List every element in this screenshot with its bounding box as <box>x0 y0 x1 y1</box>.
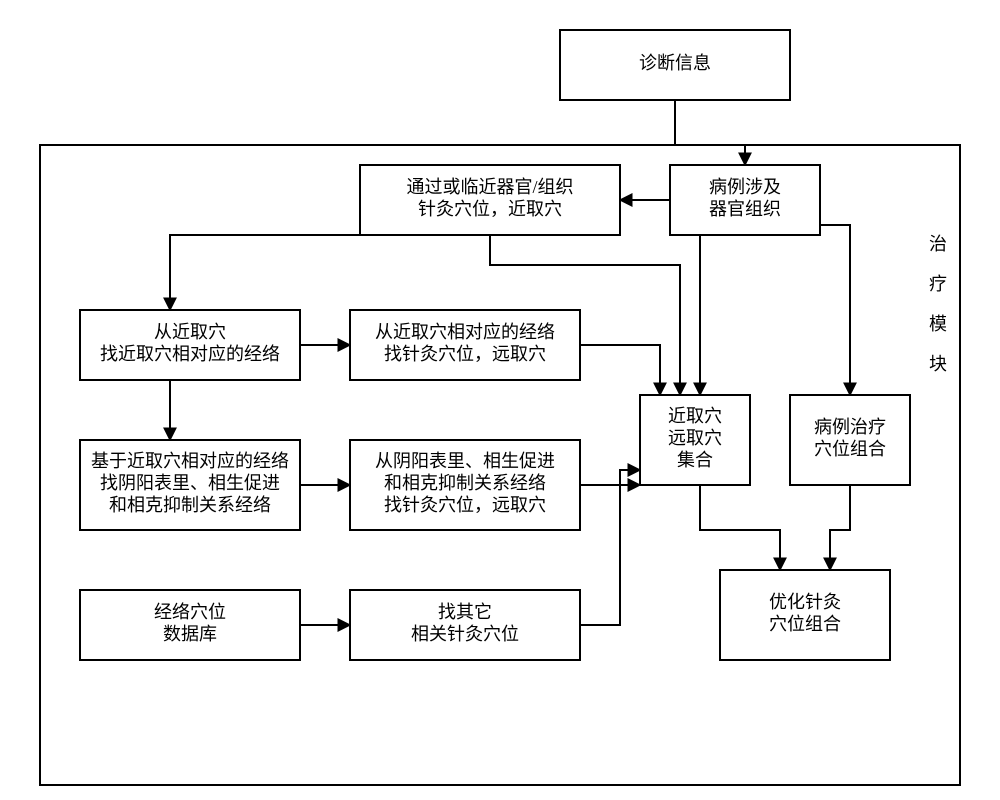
edge-case_organ-case_combo <box>820 225 850 395</box>
module-label-char: 治 <box>929 234 947 254</box>
node-far_from_near-line1: 找针灸穴位，远取穴 <box>384 344 546 364</box>
node-far_from_near-line0: 从近取穴相对应的经络 <box>375 322 555 342</box>
node-far_yin_yang-line0: 从阴阳表里、相生促进 <box>375 451 555 471</box>
node-yin_yang-line1: 找阴阳表里、相生促进 <box>100 473 280 493</box>
edge-find_other-set <box>580 470 640 625</box>
module-label-char: 疗 <box>929 274 947 294</box>
node-optimize-line0: 优化针灸 <box>769 592 841 612</box>
node-case_organ: 病例涉及器官组织 <box>670 165 820 235</box>
edge-set-optimize <box>700 485 780 570</box>
node-set-line1: 远取穴 <box>668 428 722 448</box>
node-case_combo-line0: 病例治疗 <box>814 417 886 437</box>
node-find_meridian-line0: 从近取穴 <box>154 322 226 342</box>
module-label-char: 块 <box>929 354 947 374</box>
node-far_yin_yang-line2: 找针灸穴位，远取穴 <box>384 495 546 515</box>
node-diagnosis: 诊断信息 <box>560 30 790 100</box>
node-yin_yang-line2: 和相克抑制关系经络 <box>109 495 271 515</box>
node-case_combo-line1: 穴位组合 <box>814 439 886 459</box>
node-near_acu-line1: 针灸穴位，近取穴 <box>418 199 562 219</box>
node-optimize: 优化针灸穴位组合 <box>720 570 890 660</box>
node-db: 经络穴位数据库 <box>80 590 300 660</box>
edge-near_acu-find_meridian <box>170 235 400 310</box>
node-find_other: 找其它相关针灸穴位 <box>350 590 580 660</box>
node-yin_yang: 基于近取穴相对应的经络找阴阳表里、相生促进和相克抑制关系经络 <box>80 440 300 530</box>
node-set-line2: 集合 <box>677 450 713 470</box>
node-set: 近取穴远取穴集合 <box>640 395 750 485</box>
node-db-line1: 数据库 <box>163 624 217 644</box>
node-find_other-line1: 相关针灸穴位 <box>411 624 519 644</box>
node-case_organ-line1: 器官组织 <box>709 199 781 219</box>
node-far_yin_yang: 从阴阳表里、相生促进和相克抑制关系经络找针灸穴位，远取穴 <box>350 440 580 530</box>
module-label-char: 模 <box>929 314 947 334</box>
node-yin_yang-line0: 基于近取穴相对应的经络 <box>91 451 289 471</box>
node-diagnosis-line0: 诊断信息 <box>639 53 711 73</box>
edge-case_combo-optimize <box>830 485 850 570</box>
node-find_meridian-line1: 找近取穴相对应的经络 <box>100 344 280 364</box>
node-find_other-line0: 找其它 <box>438 602 492 622</box>
node-near_acu-line0: 通过或临近器官/组织 <box>406 177 573 197</box>
node-case_combo: 病例治疗穴位组合 <box>790 395 910 485</box>
flowchart: 诊断信息病例涉及器官组织通过或临近器官/组织针灸穴位，近取穴从近取穴找近取穴相对… <box>0 0 1000 800</box>
node-far_yin_yang-line1: 和相克抑制关系经络 <box>384 473 546 493</box>
edge-diagnosis-case_organ <box>675 100 745 165</box>
node-case_organ-line0: 病例涉及 <box>709 177 781 197</box>
node-optimize-line1: 穴位组合 <box>769 614 841 634</box>
node-find_meridian: 从近取穴找近取穴相对应的经络 <box>80 310 300 380</box>
node-near_acu: 通过或临近器官/组织针灸穴位，近取穴 <box>360 165 620 235</box>
node-far_from_near: 从近取穴相对应的经络找针灸穴位，远取穴 <box>350 310 580 380</box>
edge-far_from_near-set <box>580 345 660 395</box>
node-set-line0: 近取穴 <box>668 406 722 426</box>
node-db-line0: 经络穴位 <box>154 602 226 622</box>
